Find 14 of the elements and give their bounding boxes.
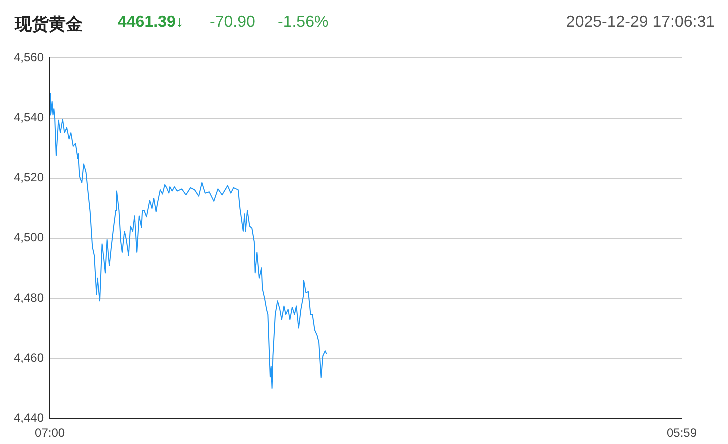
y-tick-label: 4,500 xyxy=(14,230,44,245)
text: 2025-12-29 17:06:31 xyxy=(566,14,715,32)
text: -70.90 xyxy=(210,14,256,32)
y-tick-label: 4,480 xyxy=(14,290,44,305)
chart-title: 现货黄金 xyxy=(15,14,83,36)
text: -1.56% xyxy=(278,14,329,32)
y-tick-label: 4,560 xyxy=(14,50,44,65)
y-tick-label: 4,440 xyxy=(14,410,44,425)
y-tick-label: 4,520 xyxy=(14,170,44,185)
y-tick-label: 4,540 xyxy=(14,110,44,125)
text: 4461.39↓ xyxy=(118,14,184,32)
x-tick-label: 07:00 xyxy=(35,426,66,440)
x-tick-label: 05:59 xyxy=(666,426,698,440)
y-tick-label: 4,460 xyxy=(14,350,44,365)
